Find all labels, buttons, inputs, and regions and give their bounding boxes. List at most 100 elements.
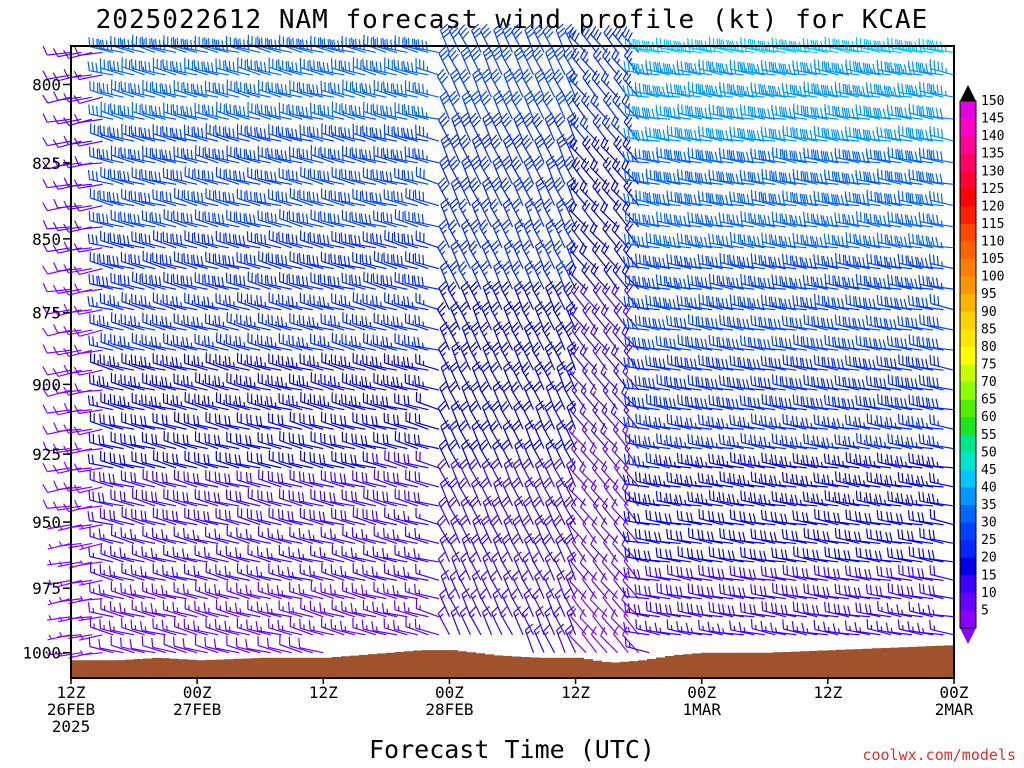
barb-feather [388,83,389,93]
barb-feather [53,181,58,189]
barb-feather [54,199,58,208]
barb-feather [349,235,350,244]
barb-feather [289,274,290,284]
barb-feather [167,127,168,137]
barb-feather [314,61,315,71]
barb-feather [356,148,357,158]
barb-feather [314,510,315,520]
barb-half-feather [177,572,178,577]
barb-feather [230,170,231,180]
barb-feather [261,170,262,179]
barb-feather [173,547,174,556]
barb-half-feather [297,401,298,406]
barb-feather [191,84,192,93]
barb-half-feather [254,382,255,387]
barb-feather [198,296,199,305]
barb-half-feather [328,402,329,407]
barb-feather [97,39,98,49]
barb-half-feather [60,632,62,636]
barb-half-feather [356,553,357,558]
barb-feather [152,82,153,92]
barb-feather [209,212,210,222]
barb-feather [255,128,256,138]
barb-half-feather [104,534,105,539]
barb-feather [272,149,273,159]
barb-feather [398,356,399,366]
barb-feather [419,83,420,92]
barb-feather [110,601,111,611]
barb-feather [209,434,210,444]
barb-feather [328,39,329,49]
barb-half-feather [49,600,52,604]
barb-half-feather [209,553,210,558]
barb-feather [198,233,199,242]
barb-feather [64,483,69,491]
barb-feather [226,169,227,178]
barb-half-feather [300,134,301,139]
barb-feather [43,345,47,354]
barb-feather [198,453,199,463]
barb-feather [409,275,410,285]
barb-feather [43,484,48,492]
barb-feather [121,374,122,383]
barb-feather [205,433,206,442]
barb-half-feather [300,68,301,73]
barb-feather [215,253,216,262]
barb-feather [160,150,161,160]
barb-feather [335,415,336,425]
barb-feather [405,490,406,500]
barb-half-feather [164,112,165,117]
barb-half-feather [97,402,98,407]
barb-half-feather [370,322,371,327]
barb-half-feather [353,134,354,139]
barb-half-feather [153,134,154,139]
barb-feather [142,546,143,555]
barb-feather [152,148,153,157]
barb-half-feather [139,322,140,327]
barb-feather [297,106,298,116]
barb-feather [404,335,405,345]
barb-feather [173,274,174,284]
barb-feather [289,104,290,113]
barb-feather [177,105,178,114]
barb-half-feather [198,571,199,576]
barb-half-feather [293,608,294,613]
barb-half-feather [251,590,252,595]
barb-feather [152,314,153,323]
barb-feather [103,254,104,263]
barb-half-feather [317,323,318,328]
barb-feather [226,394,227,404]
barb-half-feather [370,382,371,387]
barb-feather [223,192,224,201]
barb-feather [135,127,136,137]
barb-feather [184,253,185,263]
barb-feather [135,191,136,200]
barb-feather [335,254,336,263]
barb-feather [366,191,367,200]
barb-feather [114,395,115,404]
barb-half-feather [104,590,105,595]
barb-feather [240,375,241,385]
barb-half-feather [412,363,413,368]
barb-half-feather [244,402,245,407]
barb-feather [194,295,195,304]
barb-feather [370,128,371,138]
barb-feather [345,170,346,180]
wind-barb [43,220,71,229]
barb-feather [405,274,406,284]
barb-feather [110,453,111,463]
barb-feather [100,619,101,629]
barb-feather [345,234,346,244]
barb-half-feather [234,362,235,367]
barb-feather [289,37,290,46]
barb-feather [53,116,58,124]
barb-half-feather [118,301,119,306]
barb-feather [43,328,48,336]
barb-half-feather [185,68,186,73]
barb-feather [289,335,290,345]
barb-half-feather [181,401,182,406]
barb-feather [247,565,248,574]
barb-feather [163,126,164,135]
barb-feather [303,316,304,325]
barb-half-feather [143,90,144,95]
